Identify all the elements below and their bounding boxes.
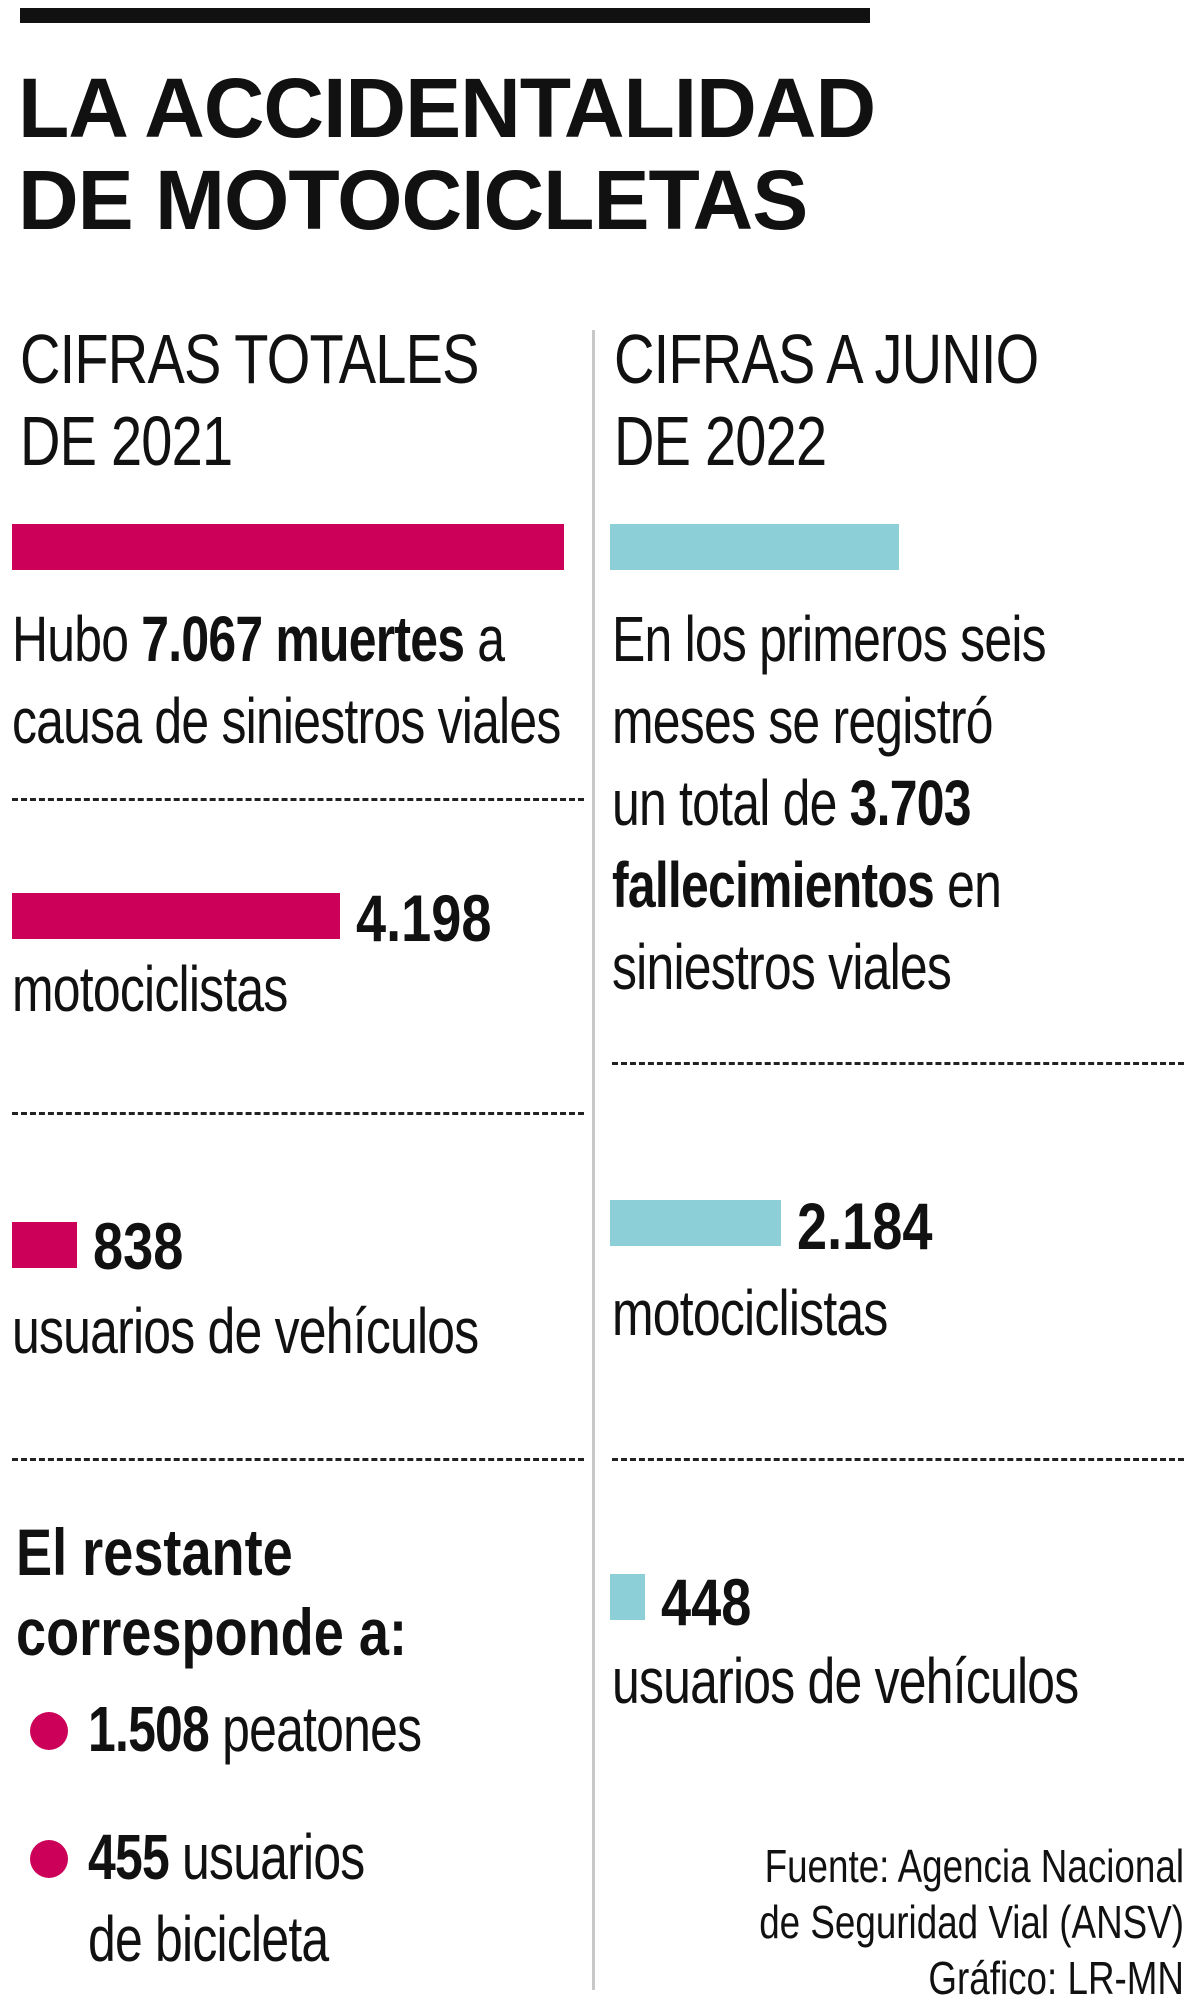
bullet-dot: [30, 1712, 68, 1750]
left-rest-line-2: corresponde a:: [16, 1595, 407, 1669]
right-total-line-2: meses se registró: [612, 685, 993, 757]
left-total-post: a: [464, 603, 505, 675]
left-total-value: 7.067: [141, 603, 263, 675]
bullet-dot: [30, 1840, 68, 1878]
title-line-2: DE MOTOCICLETAS: [18, 153, 808, 247]
divider-dashed: [12, 1458, 584, 1461]
peatones-value: 1.508: [88, 1693, 210, 1765]
peatones-label: peatones: [209, 1693, 422, 1765]
top-rule: [20, 8, 870, 23]
left-heading: CIFRAS TOTALES DE 2021: [20, 318, 480, 482]
right-total-post: en: [933, 849, 1002, 921]
right-total-line-3: un total de: [612, 767, 850, 839]
bar-2022-total: [610, 524, 899, 570]
left-rest-line-1: El restante: [16, 1515, 293, 1589]
right-vehic-value: 448: [661, 1565, 752, 1639]
divider-dashed: [12, 1112, 584, 1115]
bici-value: 455: [88, 1821, 170, 1893]
divider-dashed: [12, 798, 584, 801]
right-moto-value: 2.184: [797, 1189, 933, 1263]
right-total-word: fallecimientos: [612, 849, 935, 921]
page-title: LA ACCIDENTALIDAD DE MOTOCICLETAS: [18, 61, 876, 247]
right-total-line-5: siniestros viales: [612, 931, 952, 1003]
column-divider: [592, 330, 595, 1990]
left-rest-heading: El restante corresponde a:: [16, 1512, 407, 1672]
divider-dashed: [612, 1458, 1184, 1461]
source-line-2: de Seguridad Vial (ANSV): [759, 1896, 1184, 1948]
bar-2021-total: [12, 524, 564, 570]
left-moto-value: 4.198: [356, 881, 492, 955]
right-moto-label: motociclistas: [612, 1277, 888, 1349]
left-total-mid: muertes: [262, 603, 465, 675]
bar-2022-motociclistas: [610, 1200, 781, 1246]
bici-label-2: de bicicleta: [88, 1903, 329, 1975]
bici-text: 455 usuarios de bicicleta: [88, 1816, 365, 1980]
right-total-value: 3.703: [849, 767, 972, 839]
right-heading: CIFRAS A JUNIO DE 2022: [614, 318, 1039, 482]
left-total-line-2: causa de siniestros viales: [12, 685, 561, 757]
left-heading-line-2: DE 2021: [20, 402, 233, 480]
left-moto-label: motociclistas: [12, 953, 288, 1025]
right-vehic-label: usuarios de vehículos: [612, 1645, 1079, 1717]
bar-2021-motociclistas: [12, 893, 340, 939]
bar-2021-vehiculos: [12, 1222, 77, 1268]
source-line-3: Gráfico: LR-MN: [928, 1952, 1184, 2004]
left-heading-line-1: CIFRAS TOTALES: [20, 320, 480, 398]
left-total-pre: Hubo: [12, 603, 142, 675]
right-total-line-1: En los primeros seis: [612, 603, 1047, 675]
left-total-text: Hubo 7.067 muertes a causa de siniestros…: [12, 598, 561, 762]
right-heading-line-1: CIFRAS A JUNIO: [614, 320, 1039, 398]
bar-2022-vehiculos: [610, 1574, 645, 1620]
peatones-text: 1.508 peatones: [88, 1688, 422, 1770]
source-line-1: Fuente: Agencia Nacional: [764, 1840, 1184, 1892]
left-vehic-label: usuarios de vehículos: [12, 1295, 479, 1367]
title-line-1: LA ACCIDENTALIDAD: [18, 61, 876, 155]
left-vehic-value: 838: [93, 1209, 184, 1283]
source-credit: Fuente: Agencia Nacional de Seguridad Vi…: [759, 1838, 1184, 2006]
bici-label: usuarios: [168, 1821, 365, 1893]
right-heading-line-2: DE 2022: [614, 402, 827, 480]
divider-dashed: [612, 1062, 1184, 1065]
right-total-text: En los primeros seis meses se registró u…: [612, 598, 1047, 1008]
